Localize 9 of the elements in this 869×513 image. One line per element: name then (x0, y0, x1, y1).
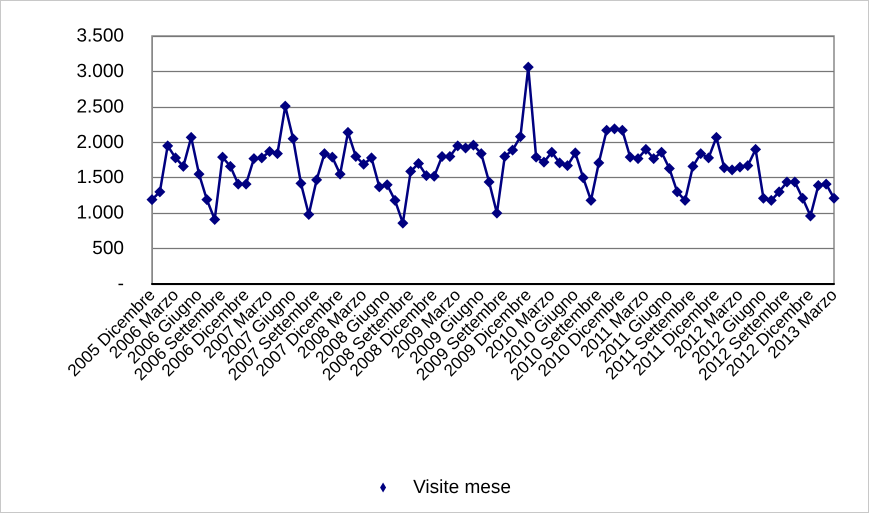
y-tick-label: 500 (92, 238, 124, 260)
y-tick-label: - (118, 274, 124, 294)
y-tick-label: 1.500 (76, 167, 124, 188)
y-tick-label: 3.000 (76, 60, 124, 82)
y-tick-label: 1.000 (76, 202, 124, 224)
legend-label: Visite mese (413, 477, 511, 498)
y-tick-label: 3.500 (76, 26, 124, 46)
y-tick-label: 2.500 (76, 96, 124, 118)
y-tick-label: 2.000 (76, 132, 124, 153)
